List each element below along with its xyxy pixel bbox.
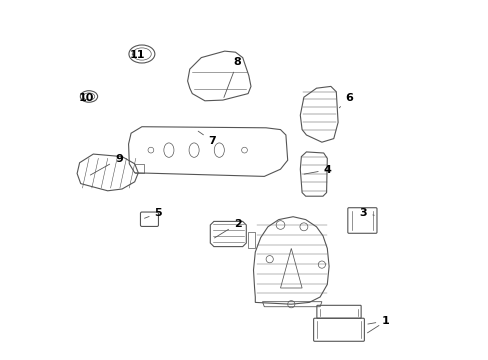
Text: 9: 9: [90, 154, 122, 175]
Text: 5: 5: [144, 208, 162, 218]
Text: 3: 3: [359, 208, 373, 218]
Text: 7: 7: [198, 131, 216, 146]
Text: 4: 4: [304, 165, 331, 175]
Text: 11: 11: [129, 50, 144, 60]
Text: 1: 1: [367, 316, 388, 326]
Text: 2: 2: [214, 219, 241, 238]
Text: 8: 8: [224, 57, 241, 98]
Text: 10: 10: [79, 93, 94, 103]
Text: 6: 6: [339, 93, 352, 108]
